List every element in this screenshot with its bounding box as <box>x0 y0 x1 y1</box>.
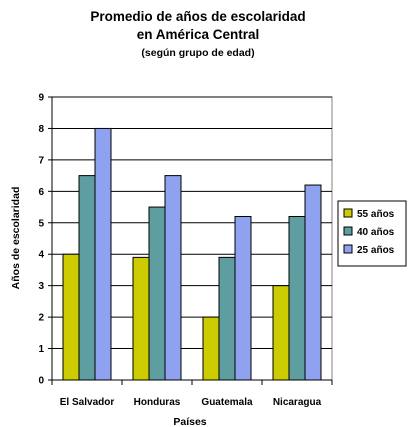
bar <box>288 215 306 381</box>
bar <box>94 127 112 381</box>
y-tick-label: 0 <box>38 376 44 387</box>
y-axis-label: Años de escolaridad <box>10 187 22 290</box>
x-tick-label: Honduras <box>134 397 181 408</box>
bar <box>272 285 290 381</box>
chart-subtitle: (según grupo de edad) <box>141 47 254 59</box>
legend-swatch <box>343 244 353 254</box>
x-tick-label: Guatemala <box>201 397 253 408</box>
y-tick-label: 8 <box>38 124 44 135</box>
bar <box>218 256 236 381</box>
bar <box>148 206 166 381</box>
bar <box>304 184 322 381</box>
bar <box>132 256 150 381</box>
y-tick-label: 6 <box>38 187 44 198</box>
x-tick-label: El Salvador <box>60 397 115 408</box>
y-tick-label: 3 <box>38 281 44 292</box>
y-tick-label: 1 <box>38 344 44 355</box>
plot-area: 0 1 2 3 4 5 6 7 8 9 El Salvador Honduras Guatemala Ni… <box>38 93 333 408</box>
y-tick-label: 4 <box>38 250 44 261</box>
legend-swatch <box>343 208 353 218</box>
legend: 55 años 40 años 25 años <box>337 200 407 267</box>
bar <box>78 175 96 381</box>
chart-title-line1: Promedio de años de escolaridad <box>90 9 305 24</box>
legend-label: 40 años <box>357 227 395 238</box>
bar <box>164 175 182 381</box>
legend-label: 55 años <box>357 209 395 220</box>
y-tick-label: 9 <box>38 93 44 104</box>
x-axis-label: Países <box>173 416 206 427</box>
y-tick-label: 5 <box>38 218 44 229</box>
y-tick-label: 2 <box>38 313 44 324</box>
y-tick-label: 7 <box>38 155 44 166</box>
bar <box>234 215 252 381</box>
x-tick-label: Nicaragua <box>273 397 322 408</box>
bar <box>202 316 220 381</box>
legend-swatch <box>343 226 353 236</box>
legend-label: 25 años <box>357 245 395 256</box>
chart-title-line2: en América Central <box>137 27 260 42</box>
bar <box>62 253 80 381</box>
